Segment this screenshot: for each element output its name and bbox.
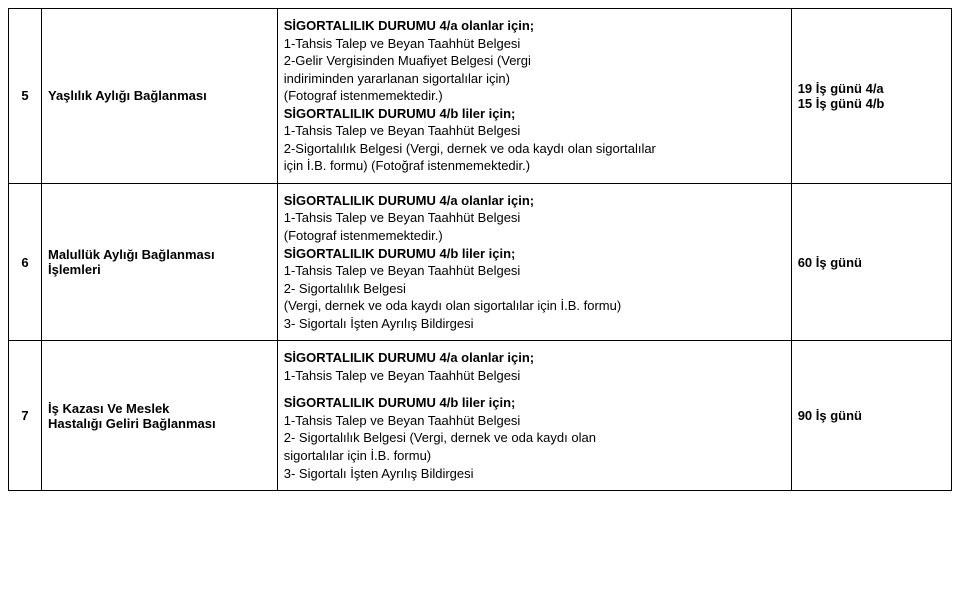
- time-line: 19 İş günü 4/a: [798, 81, 945, 96]
- row-time: 90 İş günü: [791, 341, 951, 491]
- desc-heading: SİGORTALILIK DURUMU 4/a olanlar için;: [284, 349, 785, 367]
- desc-line: (Fotograf istenmemektedir.): [284, 227, 785, 245]
- title-line: İş Kazası Ve Meslek: [48, 401, 271, 416]
- desc-line: 1-Tahsis Talep ve Beyan Taahhüt Belgesi: [284, 122, 785, 140]
- desc-heading: SİGORTALILIK DURUMU 4/b liler için;: [284, 245, 785, 263]
- desc-line: 2- Sigortalılık Belgesi: [284, 280, 785, 298]
- row-title: Yaşlılık Aylığı Bağlanması: [42, 9, 278, 184]
- desc-line: 2-Sigortalılık Belgesi (Vergi, dernek ve…: [284, 140, 785, 158]
- row-time: 19 İş günü 4/a 15 İş günü 4/b: [791, 9, 951, 184]
- title-line: İşlemleri: [48, 262, 271, 277]
- table-row: 5 Yaşlılık Aylığı Bağlanması SİGORTALILI…: [9, 9, 952, 184]
- desc-line: 3- Sigortalı İşten Ayrılış Bildirgesi: [284, 465, 785, 483]
- table-row: 7 İş Kazası Ve Meslek Hastalığı Geliri B…: [9, 341, 952, 491]
- blank-line: [284, 384, 785, 394]
- desc-heading: SİGORTALILIK DURUMU 4/b liler için;: [284, 105, 785, 123]
- desc-heading: SİGORTALILIK DURUMU 4/a olanlar için;: [284, 17, 785, 35]
- desc-line: (Vergi, dernek ve oda kaydı olan sigorta…: [284, 297, 785, 315]
- desc-line: 2- Sigortalılık Belgesi (Vergi, dernek v…: [284, 429, 785, 447]
- table-row: 6 Malullük Aylığı Bağlanması İşlemleri S…: [9, 183, 952, 340]
- row-description: SİGORTALILIK DURUMU 4/a olanlar için; 1-…: [277, 341, 791, 491]
- desc-line: 1-Tahsis Talep ve Beyan Taahhüt Belgesi: [284, 367, 785, 385]
- service-table: 5 Yaşlılık Aylığı Bağlanması SİGORTALILI…: [8, 8, 952, 491]
- row-number: 6: [9, 183, 42, 340]
- desc-line: 1-Tahsis Talep ve Beyan Taahhüt Belgesi: [284, 209, 785, 227]
- time-line: 15 İş günü 4/b: [798, 96, 945, 111]
- desc-line: (Fotograf istenmemektedir.): [284, 87, 785, 105]
- desc-line: sigortalılar için İ.B. formu): [284, 447, 785, 465]
- desc-heading: SİGORTALILIK DURUMU 4/a olanlar için;: [284, 192, 785, 210]
- title-line: Malullük Aylığı Bağlanması: [48, 247, 271, 262]
- row-time: 60 İş günü: [791, 183, 951, 340]
- title-line: Hastalığı Geliri Bağlanması: [48, 416, 271, 431]
- desc-line: 1-Tahsis Talep ve Beyan Taahhüt Belgesi: [284, 262, 785, 280]
- row-description: SİGORTALILIK DURUMU 4/a olanlar için; 1-…: [277, 183, 791, 340]
- desc-line: için İ.B. formu) (Fotoğraf istenmemekted…: [284, 157, 785, 175]
- desc-line: indiriminden yararlanan sigortalılar içi…: [284, 70, 785, 88]
- row-number: 5: [9, 9, 42, 184]
- desc-heading: SİGORTALILIK DURUMU 4/b liler için;: [284, 394, 785, 412]
- desc-line: 1-Tahsis Talep ve Beyan Taahhüt Belgesi: [284, 35, 785, 53]
- row-description: SİGORTALILIK DURUMU 4/a olanlar için; 1-…: [277, 9, 791, 184]
- desc-line: 1-Tahsis Talep ve Beyan Taahhüt Belgesi: [284, 412, 785, 430]
- desc-line: 3- Sigortalı İşten Ayrılış Bildirgesi: [284, 315, 785, 333]
- row-number: 7: [9, 341, 42, 491]
- row-title: İş Kazası Ve Meslek Hastalığı Geliri Bağ…: [42, 341, 278, 491]
- row-title: Malullük Aylığı Bağlanması İşlemleri: [42, 183, 278, 340]
- desc-line: 2-Gelir Vergisinden Muafiyet Belgesi (Ve…: [284, 52, 785, 70]
